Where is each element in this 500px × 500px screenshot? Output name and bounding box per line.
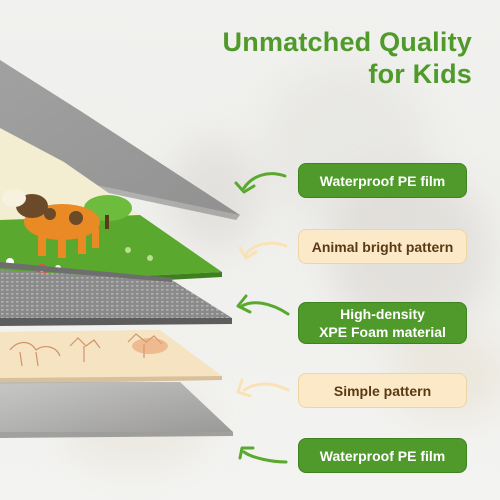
curved-arrow-icon: [244, 241, 288, 256]
curved-arrow-icon: [242, 382, 290, 392]
label-waterproof-pe-film-bottom: Waterproof PE film: [298, 438, 467, 473]
label-text: Animal bright pattern: [311, 238, 454, 255]
label-text-line-2: XPE Foam material: [319, 324, 446, 340]
headline: Unmatched Quality for Kids: [223, 26, 472, 90]
curved-arrow-icon: [242, 172, 287, 190]
simple-pattern-layer: [0, 330, 222, 384]
label-text: Simple pattern: [333, 382, 432, 399]
headline-line-1: Unmatched Quality: [222, 27, 472, 57]
xpe-foam-layer: [0, 262, 232, 326]
curved-arrow-icon: [242, 450, 288, 464]
label-text: Waterproof PE film: [319, 447, 446, 464]
label-simple-pattern: Simple pattern: [298, 373, 467, 408]
curved-arrow-icon: [234, 181, 256, 194]
curved-arrow-icon: [240, 301, 290, 316]
label-xpe-foam-material: High-density XPE Foam material: [298, 302, 467, 344]
curved-arrow-icon: [238, 446, 255, 460]
curved-arrow-icon: [236, 378, 252, 398]
label-waterproof-pe-film-top: Waterproof PE film: [298, 163, 467, 198]
label-text-line-1: High-density: [340, 306, 425, 322]
animal-pattern-layer: [0, 128, 222, 289]
curved-arrow-icon: [238, 246, 258, 260]
curved-arrow-icon: [236, 294, 252, 314]
label-text: Waterproof PE film: [319, 172, 446, 189]
label-animal-bright-pattern: Animal bright pattern: [298, 229, 467, 264]
headline-line-2: for Kids: [368, 59, 472, 89]
bottom-pe-film-layer: [0, 382, 233, 438]
